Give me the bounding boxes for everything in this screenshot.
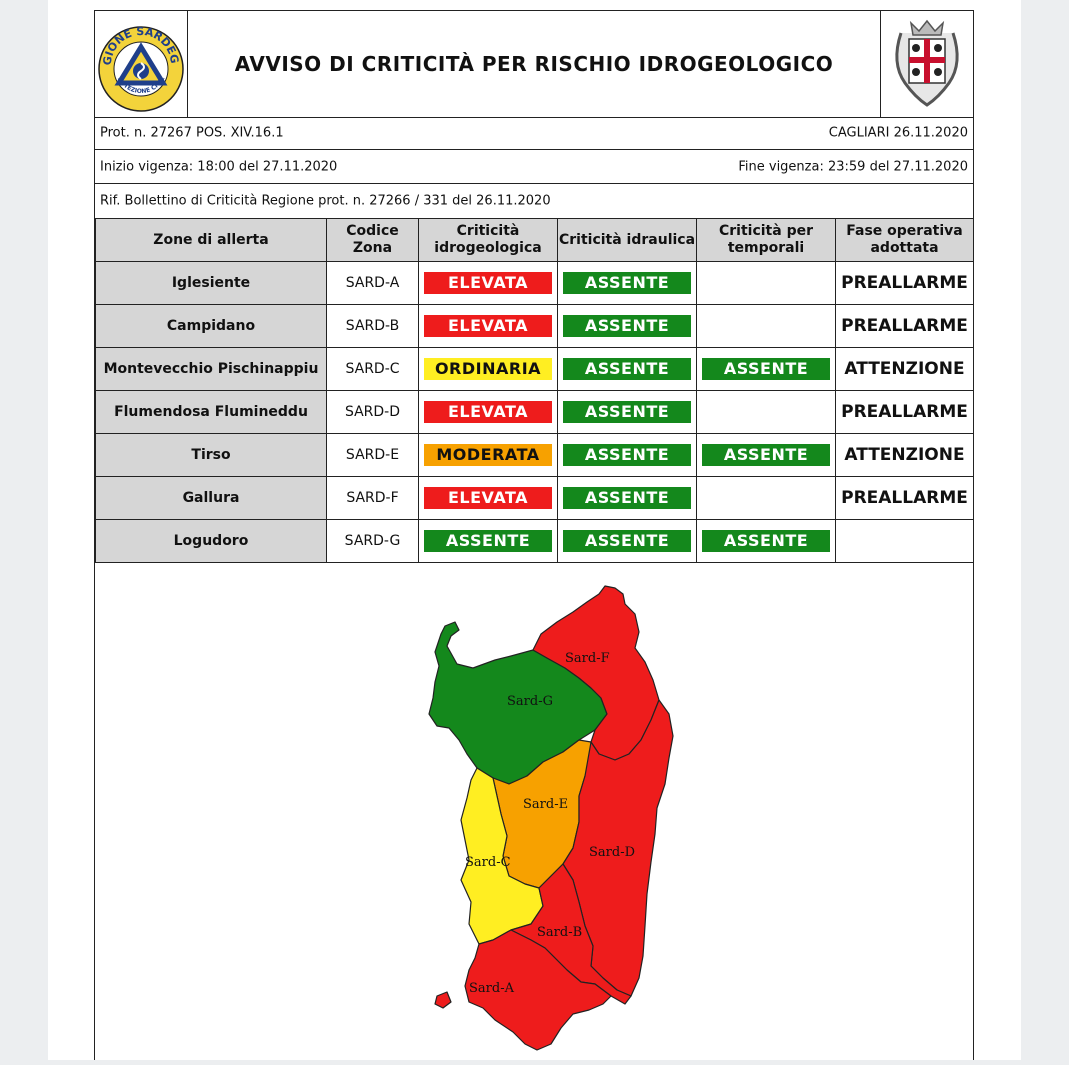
- zone-name: Flumendosa Flumineddu: [95, 390, 327, 434]
- fase-operativa: PREALLARME: [835, 304, 974, 348]
- table-row: Iglesiente SARD-A ELEVATA ASSENTE PREALLARME: [95, 261, 974, 305]
- criticality-badge: ASSENTE: [702, 444, 830, 466]
- criticita-temporali: [696, 261, 836, 305]
- criticita-temporali: ASSENTE: [696, 347, 836, 391]
- criticita-idrogeologica: ELEVATA: [418, 390, 558, 434]
- header-code: Codice Zona: [326, 218, 419, 262]
- zone-code: SARD-D: [326, 390, 419, 434]
- criticita-idrogeologica: ASSENTE: [418, 519, 558, 563]
- zone-name: Iglesiente: [95, 261, 327, 305]
- criticita-idraulica: ASSENTE: [557, 261, 697, 305]
- criticita-temporali: [696, 304, 836, 348]
- map-islet-sant-antioco: [434, 991, 452, 1009]
- document-header: REGIONE SARDEGNA PROTEZIONE CIVILE AVVIS…: [90, 1, 973, 118]
- reference-row: Rif. Bollettino di Criticità Regione pro…: [95, 184, 973, 218]
- header-temporali: Criticità per temporali: [696, 218, 836, 262]
- criticality-badge: ORDINARIA: [424, 358, 552, 380]
- table-row: Gallura SARD-F ELEVATA ASSENTE PREALLARME: [95, 476, 974, 520]
- criticality-badge: ASSENTE: [702, 530, 830, 552]
- zone-code: SARD-A: [326, 261, 419, 305]
- criticality-badge: ELEVATA: [424, 272, 552, 294]
- table-row: Flumendosa Flumineddu SARD-D ELEVATA ASSENT…: [95, 390, 974, 434]
- criticality-badge: ASSENTE: [563, 487, 691, 509]
- criticality-badge: ELEVATA: [424, 315, 552, 337]
- protocol-row: Prot. n. 27267 POS. XIV.16.1 CAGLIARI 26…: [95, 117, 973, 150]
- fase-operativa: ATTENZIONE: [835, 433, 974, 477]
- zone-code: SARD-B: [326, 304, 419, 348]
- zone-code: SARD-E: [326, 433, 419, 477]
- protocol-number: Prot. n. 27267 POS. XIV.16.1: [100, 125, 284, 141]
- criticality-badge: ASSENTE: [424, 530, 552, 552]
- map-label-sard-e: Sard-E: [523, 797, 568, 812]
- validity-end: Fine vigenza: 23:59 del 27.11.2020: [738, 159, 968, 174]
- zone-code: SARD-F: [326, 476, 419, 520]
- map-zone-sard-a: [464, 929, 612, 1051]
- table-row: Logudoro SARD-G ASSENTE ASSENTE ASSENTE: [95, 519, 974, 563]
- map-label-sard-a: Sard-A: [469, 981, 515, 996]
- zone-name: Tirso: [95, 433, 327, 477]
- sardinia-alert-map: Sard-G Sard-F Sard-E Sard-D Sard-C Sard-…: [95, 564, 973, 1061]
- table-row: Tirso SARD-E MODERATA ASSENTE ASSENTE ATTENZI…: [95, 433, 974, 477]
- criticita-idrogeologica: ORDINARIA: [418, 347, 558, 391]
- criticality-badge: ASSENTE: [563, 315, 691, 337]
- criticita-idraulica: ASSENTE: [557, 347, 697, 391]
- validity-start: Inizio vigenza: 18:00 del 27.11.2020: [100, 159, 338, 174]
- criticality-badge: ASSENTE: [563, 401, 691, 423]
- alert-document: REGIONE SARDEGNA PROTEZIONE CIVILE AVVIS…: [90, 1, 974, 1061]
- fase-operativa: ATTENZIONE: [835, 347, 974, 391]
- criticita-idraulica: ASSENTE: [557, 304, 697, 348]
- criticality-badge: ELEVATA: [424, 487, 552, 509]
- zone-name: Campidano: [95, 304, 327, 348]
- criticality-badge: ASSENTE: [563, 530, 691, 552]
- zone-code: SARD-G: [326, 519, 419, 563]
- map-label-sard-g: Sard-G: [507, 694, 553, 709]
- map-label-sard-c: Sard-C: [465, 855, 511, 870]
- fase-operativa: [835, 519, 974, 563]
- map-zone-sard-f: [532, 585, 660, 761]
- criticality-badge: ASSENTE: [563, 358, 691, 380]
- criticita-temporali: [696, 390, 836, 434]
- criticality-badge: ASSENTE: [563, 444, 691, 466]
- alert-zones-table: Zone di allerta Codice Zona Criticità id…: [95, 218, 974, 563]
- protezione-civile-logo: REGIONE SARDEGNA PROTEZIONE CIVILE: [90, 1, 188, 117]
- header-idraulica: Criticità idraulica: [557, 218, 697, 262]
- table-row: Campidano SARD-B ELEVATA ASSENTE PREALLARME: [95, 304, 974, 348]
- fase-operativa: PREALLARME: [835, 390, 974, 434]
- map-label-sard-f: Sard-F: [565, 651, 610, 666]
- map-label-sard-d: Sard-D: [589, 845, 635, 860]
- table-header-row: Zone di allerta Codice Zona Criticità id…: [95, 218, 974, 262]
- zone-name: Logudoro: [95, 519, 327, 563]
- fase-operativa: PREALLARME: [835, 261, 974, 305]
- criticita-idrogeologica: ELEVATA: [418, 261, 558, 305]
- header-fase: Fase operativa adottata: [835, 218, 974, 262]
- criticita-temporali: ASSENTE: [696, 433, 836, 477]
- sardinia-coat-of-arms-icon: [880, 11, 973, 117]
- header-zone: Zone di allerta: [95, 218, 327, 262]
- criticita-idrogeologica: ELEVATA: [418, 476, 558, 520]
- criticita-idraulica: ASSENTE: [557, 390, 697, 434]
- document-title: AVVISO DI CRITICITÀ PER RISCHIO IDROGEOL…: [234, 52, 834, 76]
- criticality-badge: ELEVATA: [424, 401, 552, 423]
- criticita-idrogeologica: MODERATA: [418, 433, 558, 477]
- fase-operativa: PREALLARME: [835, 476, 974, 520]
- criticita-idraulica: ASSENTE: [557, 433, 697, 477]
- criticita-idrogeologica: ELEVATA: [418, 304, 558, 348]
- criticita-temporali: [696, 476, 836, 520]
- criticality-badge: ASSENTE: [702, 358, 830, 380]
- table-row: Montevecchio Pischinappiu SARD-C ORDINARIA…: [95, 347, 974, 391]
- zone-name: Gallura: [95, 476, 327, 520]
- criticita-temporali: ASSENTE: [696, 519, 836, 563]
- criticita-idraulica: ASSENTE: [557, 519, 697, 563]
- zone-code: SARD-C: [326, 347, 419, 391]
- zone-name: Montevecchio Pischinappiu: [95, 347, 327, 391]
- map-label-sard-b: Sard-B: [537, 925, 582, 940]
- criticality-badge: MODERATA: [424, 444, 552, 466]
- place-date: CAGLIARI 26.11.2020: [828, 125, 968, 141]
- criticality-badge: ASSENTE: [563, 272, 691, 294]
- validity-row: Inizio vigenza: 18:00 del 27.11.2020 Fin…: [95, 150, 973, 184]
- bulletin-reference: Rif. Bollettino di Criticità Regione pro…: [100, 193, 551, 209]
- criticita-idraulica: ASSENTE: [557, 476, 697, 520]
- header-idrogeologica: Criticità idrogeologica: [418, 218, 558, 262]
